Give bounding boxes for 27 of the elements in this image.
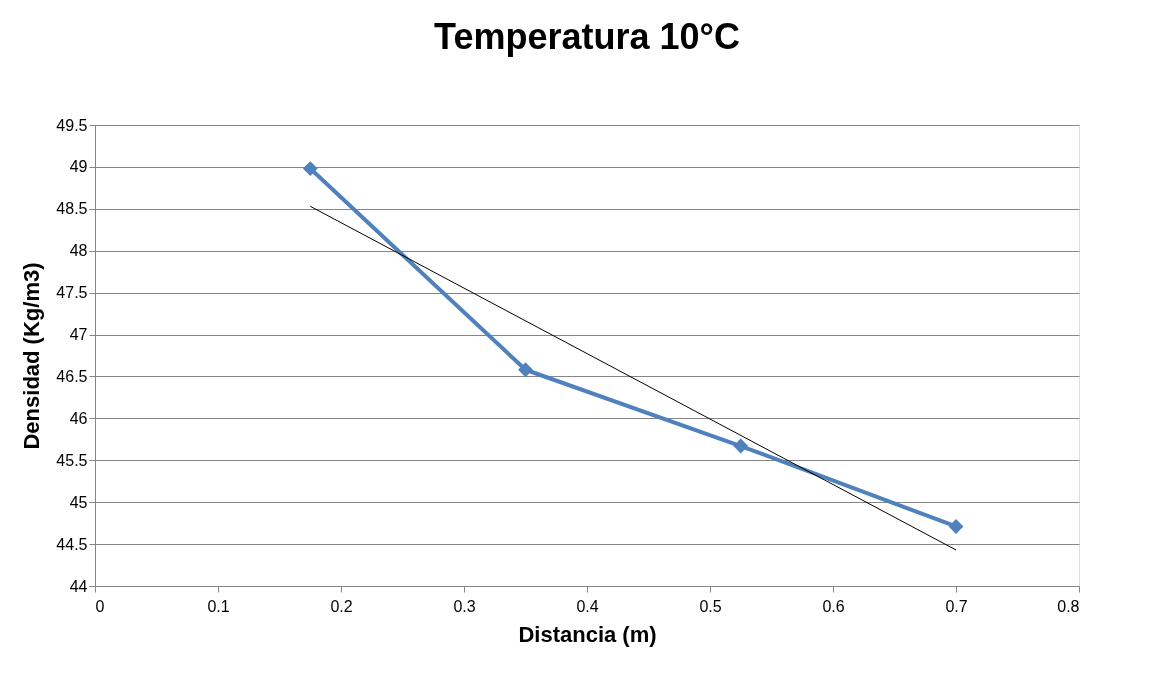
x-tick-label: 0.3 (453, 597, 476, 615)
x-tick-label: 0.2 (330, 597, 353, 615)
y-axis-title: Densidad (Kg/m3) (19, 262, 45, 450)
y-tick-label: 47 (69, 326, 88, 344)
y-tick-label: 48 (69, 242, 88, 260)
x-tick-label: 0.6 (822, 597, 845, 615)
x-tick-label: 0.1 (207, 597, 230, 615)
x-tick-label: 0.8 (1057, 597, 1080, 615)
x-axis-title: Distancia (m) (518, 621, 657, 647)
point (518, 362, 533, 378)
y-tick-label: 46 (69, 409, 88, 427)
point (733, 438, 749, 454)
y-tick-label: 45.5 (56, 451, 88, 469)
y-tick-label: 49.5 (56, 116, 88, 134)
y-tick-label: 49 (69, 158, 88, 176)
y-tick-label: 44.5 (56, 535, 88, 553)
x-tick-label: 0.7 (945, 597, 968, 615)
x-tick-label: 0 (95, 597, 105, 615)
y-tick-label: 47.5 (56, 284, 88, 302)
y-tick-label: 46.5 (56, 367, 88, 385)
y-tick-label: 48.5 (56, 200, 88, 218)
chart-title: Temperatura 10°C (434, 16, 740, 57)
y-tick-label: 45 (69, 493, 88, 511)
x-tick-label: 0.5 (699, 597, 722, 615)
x-tick-label: 0.4 (576, 597, 599, 615)
y-tick-label: 44 (69, 577, 88, 595)
point (302, 161, 318, 176)
